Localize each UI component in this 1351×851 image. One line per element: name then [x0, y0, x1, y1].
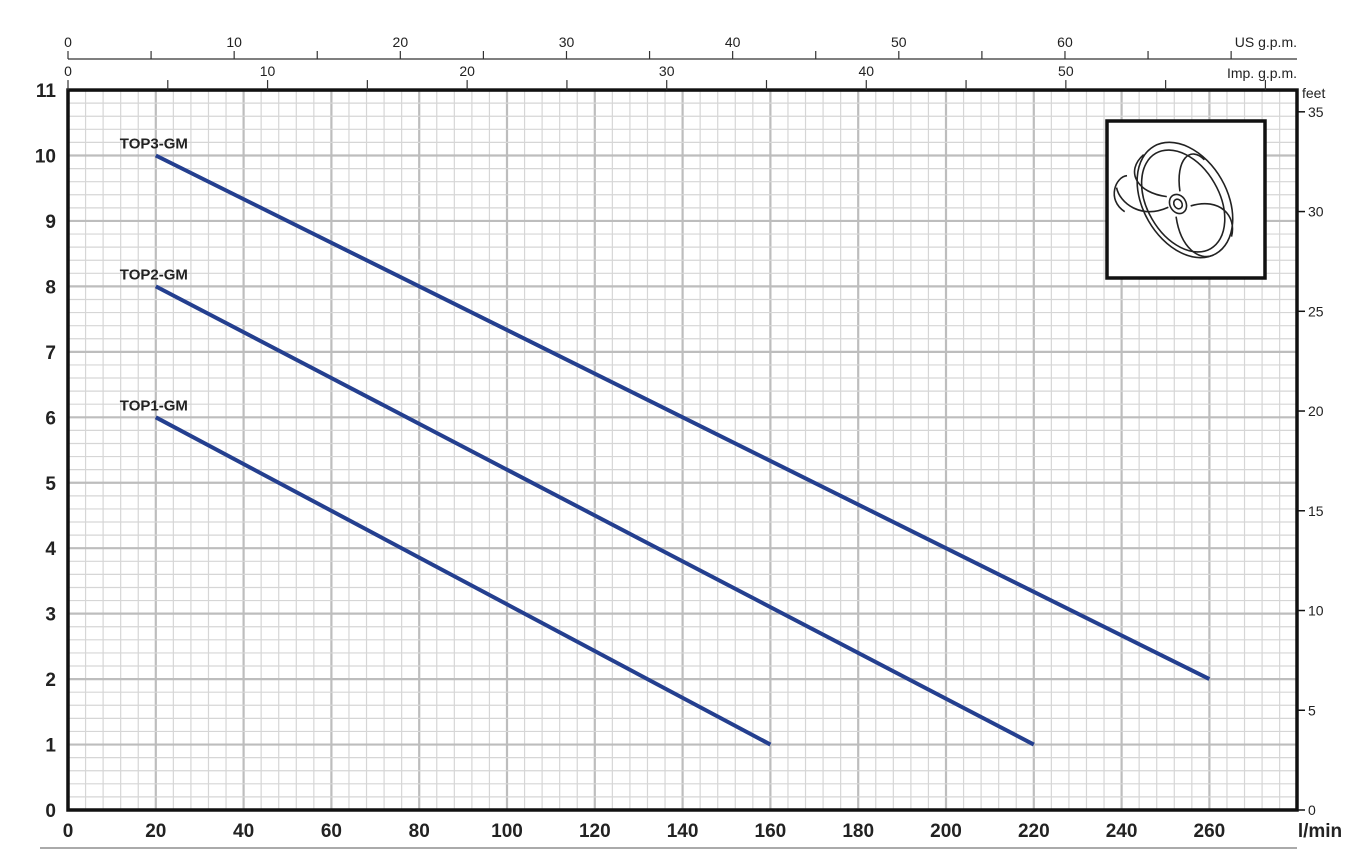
top-us-tick-label: 0 — [64, 34, 72, 50]
series-line-top1-gm — [154, 415, 772, 747]
y-tick-label: 3 — [45, 605, 56, 626]
series-line-top2-gm — [154, 284, 1035, 747]
x-axis-label: l/min — [1298, 821, 1342, 842]
right-tick-label: 15 — [1308, 503, 1324, 519]
y-tick-label: 1 — [45, 736, 56, 757]
y-tick-label: 11 — [36, 81, 57, 102]
x-tick-label: 120 — [579, 821, 611, 842]
series-label: TOP3-GM — [120, 136, 188, 153]
top-us-tick-label: 60 — [1057, 34, 1073, 50]
y-tick-label: 9 — [45, 212, 56, 233]
top-imp-axis-label: Imp. g.p.m. — [1227, 65, 1297, 81]
right-tick-label: 35 — [1308, 104, 1324, 120]
x-tick-label: 200 — [930, 821, 962, 842]
x-tick-label: 260 — [1194, 821, 1226, 842]
y-tick-label: 4 — [45, 539, 56, 560]
right-axis-label: feet — [1302, 85, 1325, 101]
right-tick-label: 10 — [1308, 603, 1324, 619]
series-line-top3-gm — [154, 153, 1211, 681]
top-us-tick-label: 30 — [559, 34, 575, 50]
x-tick-label: 160 — [755, 821, 787, 842]
plot-frame — [66, 88, 1299, 812]
top-us-tick-label: 20 — [393, 34, 409, 50]
top-imp-tick-label: 40 — [858, 63, 874, 79]
y-tick-label: 0 — [45, 801, 56, 822]
right-tick-label: 5 — [1308, 702, 1316, 718]
top-imp-tick-label: 0 — [64, 63, 72, 79]
y-tick-label: 5 — [45, 474, 56, 495]
impeller-icon — [1105, 119, 1267, 280]
x-tick-label: 20 — [145, 821, 166, 842]
right-tick-label: 20 — [1308, 403, 1324, 419]
x-tick-label: 240 — [1106, 821, 1138, 842]
y-tick-label: 6 — [45, 408, 56, 429]
y-tick-label: 2 — [45, 670, 56, 691]
x-tick-label: 60 — [321, 821, 342, 842]
right-tick-label: 0 — [1308, 802, 1316, 818]
x-tick-label: 140 — [667, 821, 699, 842]
series-label: TOP2-GM — [120, 266, 188, 283]
top-imp-tick-label: 20 — [459, 63, 475, 79]
top-imp-tick-label: 30 — [659, 63, 675, 79]
x-tick-label: 0 — [63, 821, 74, 842]
y-tick-label: 7 — [45, 343, 56, 364]
y-tick-label: 10 — [35, 147, 56, 168]
y-tick-label: 8 — [45, 277, 56, 298]
top-us-tick-label: 50 — [891, 34, 907, 50]
top-us-tick-label: 10 — [226, 34, 242, 50]
x-tick-label: 180 — [842, 821, 874, 842]
top-imp-tick-label: 50 — [1058, 63, 1074, 79]
right-tick-label: 25 — [1308, 303, 1324, 319]
x-tick-label: 80 — [409, 821, 430, 842]
top-us-axis-label: US g.p.m. — [1235, 34, 1297, 50]
top-imp-tick-label: 10 — [260, 63, 276, 79]
x-tick-label: 100 — [491, 821, 523, 842]
series-label: TOP1-GM — [120, 397, 188, 414]
x-tick-label: 40 — [233, 821, 254, 842]
x-tick-label: 220 — [1018, 821, 1050, 842]
right-tick-label: 30 — [1308, 204, 1324, 220]
top-us-tick-label: 40 — [725, 34, 741, 50]
